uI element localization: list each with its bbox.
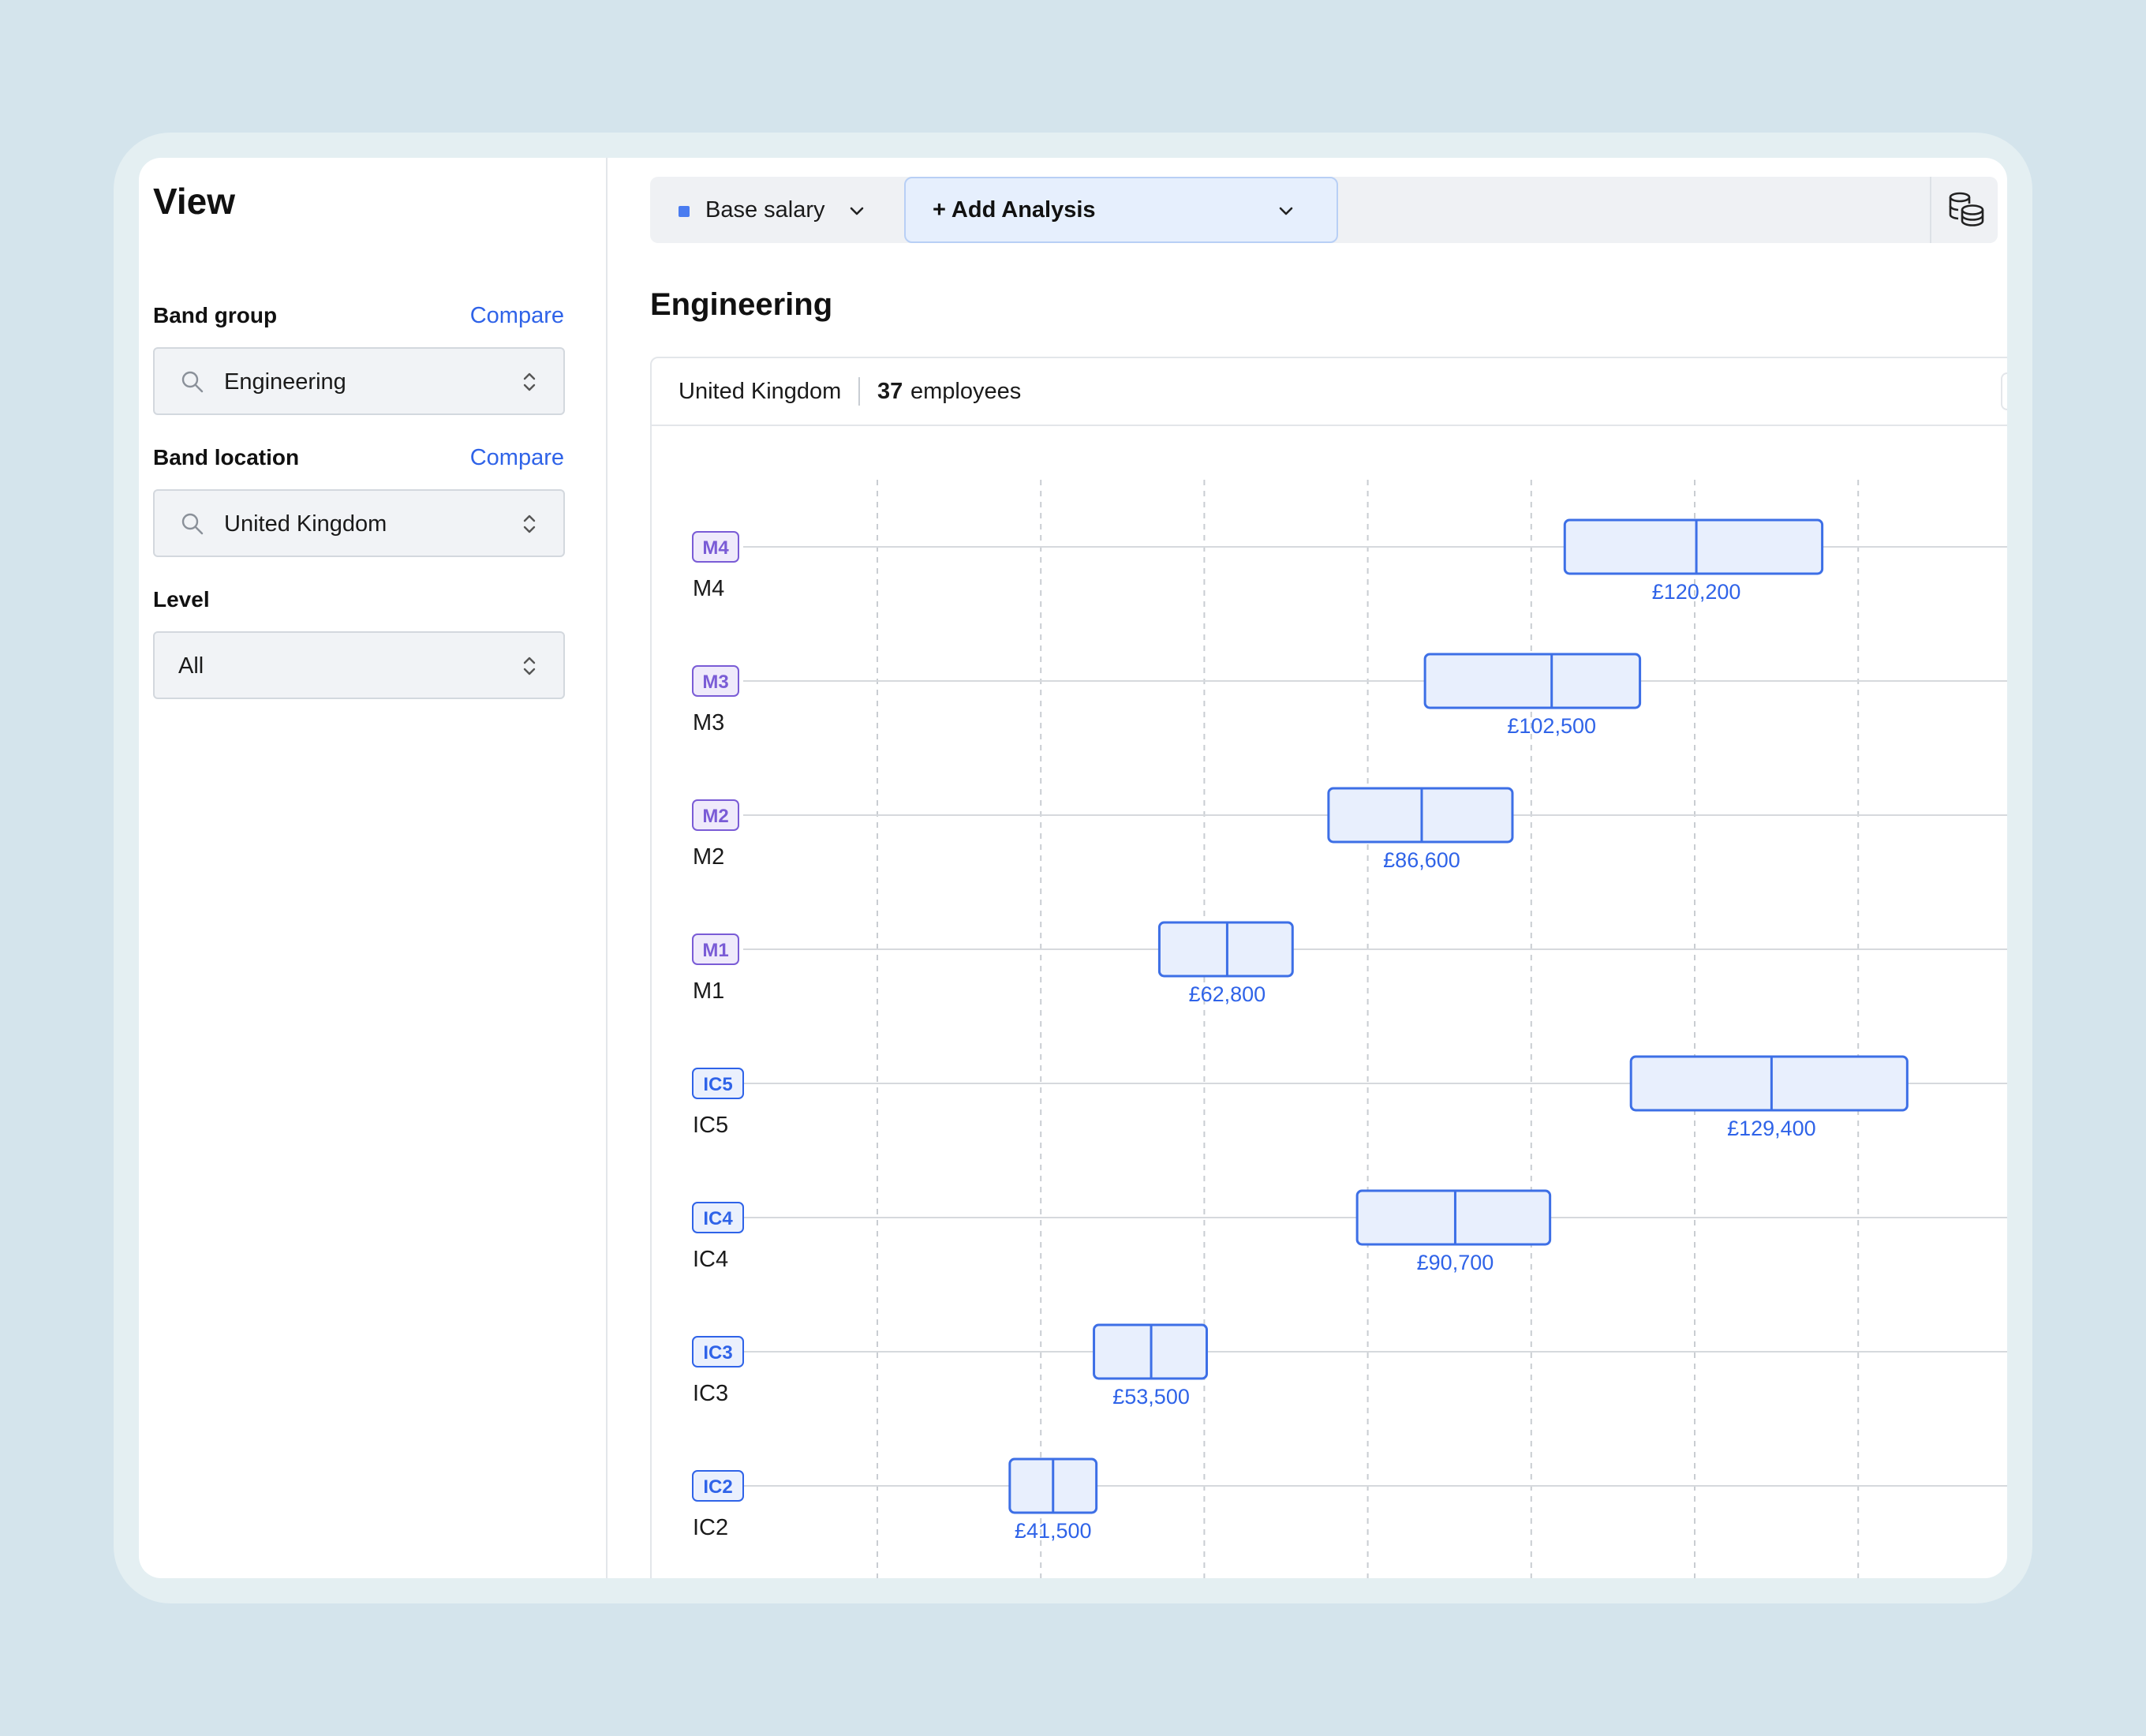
band-group-label: Band group: [153, 303, 278, 327]
band-group-compare-link[interactable]: Compare: [469, 303, 564, 328]
series-color-swatch: [679, 206, 690, 217]
search-icon: [180, 511, 205, 541]
level-label: Level: [153, 587, 210, 612]
sidebar: View Band group Compare Engineering Band…: [139, 158, 608, 1578]
main-content: Base salary + Add Analysis: [609, 158, 2007, 1578]
chart-panel: United Kingdom 37 employees: [650, 357, 2007, 1578]
search-icon: [180, 369, 205, 398]
salary-band-box[interactable]: [1157, 921, 1294, 978]
chevron-down-icon: [1275, 200, 1297, 226]
add-analysis-dropdown[interactable]: + Add Analysis: [904, 177, 1338, 243]
app-window: View Band group Compare Engineering Band…: [139, 158, 2007, 1578]
base-salary-dropdown[interactable]: Base salary: [650, 177, 904, 243]
band-location-label: Band location: [153, 445, 300, 470]
section-title: Engineering: [650, 287, 833, 322]
salary-band-box[interactable]: [1355, 1189, 1552, 1246]
employee-count: 37: [877, 379, 903, 404]
add-analysis-label: + Add Analysis: [933, 197, 1096, 223]
chevron-up-down-icon: [521, 511, 538, 541]
level-select[interactable]: All: [153, 631, 565, 699]
chevron-down-icon: [846, 200, 868, 226]
base-salary-label: Base salary: [705, 197, 825, 223]
data-source-button[interactable]: [1944, 188, 1988, 232]
band-location-select[interactable]: United Kingdom: [153, 489, 565, 557]
employees-label: employees: [910, 379, 1022, 404]
analysis-toolbar: Base salary + Add Analysis: [650, 177, 1998, 243]
band-group-value: Engineering: [224, 369, 346, 395]
sidebar-title: View: [153, 181, 235, 222]
band-group-select[interactable]: Engineering: [153, 347, 565, 415]
toolbar-divider: [1930, 177, 1931, 243]
salary-band-box[interactable]: [1423, 653, 1642, 709]
salary-band-box[interactable]: [1563, 518, 1824, 575]
chevron-up-down-icon: [521, 369, 538, 398]
salary-band-box[interactable]: [1629, 1055, 1909, 1112]
salary-band-box[interactable]: [1093, 1323, 1209, 1380]
salary-band-box[interactable]: [1327, 787, 1514, 844]
level-value: All: [178, 653, 204, 679]
band-location-value: United Kingdom: [224, 511, 387, 537]
chevron-up-down-icon: [521, 653, 538, 683]
panel-action-button[interactable]: [2001, 372, 2007, 410]
chart-panel-header: United Kingdom 37 employees: [652, 358, 2007, 426]
salary-band-box[interactable]: [1008, 1457, 1098, 1514]
location-label: United Kingdom: [679, 379, 842, 404]
database-coins-icon: [1944, 192, 1988, 235]
band-location-compare-link[interactable]: Compare: [469, 445, 564, 470]
header-separator: [858, 377, 860, 406]
